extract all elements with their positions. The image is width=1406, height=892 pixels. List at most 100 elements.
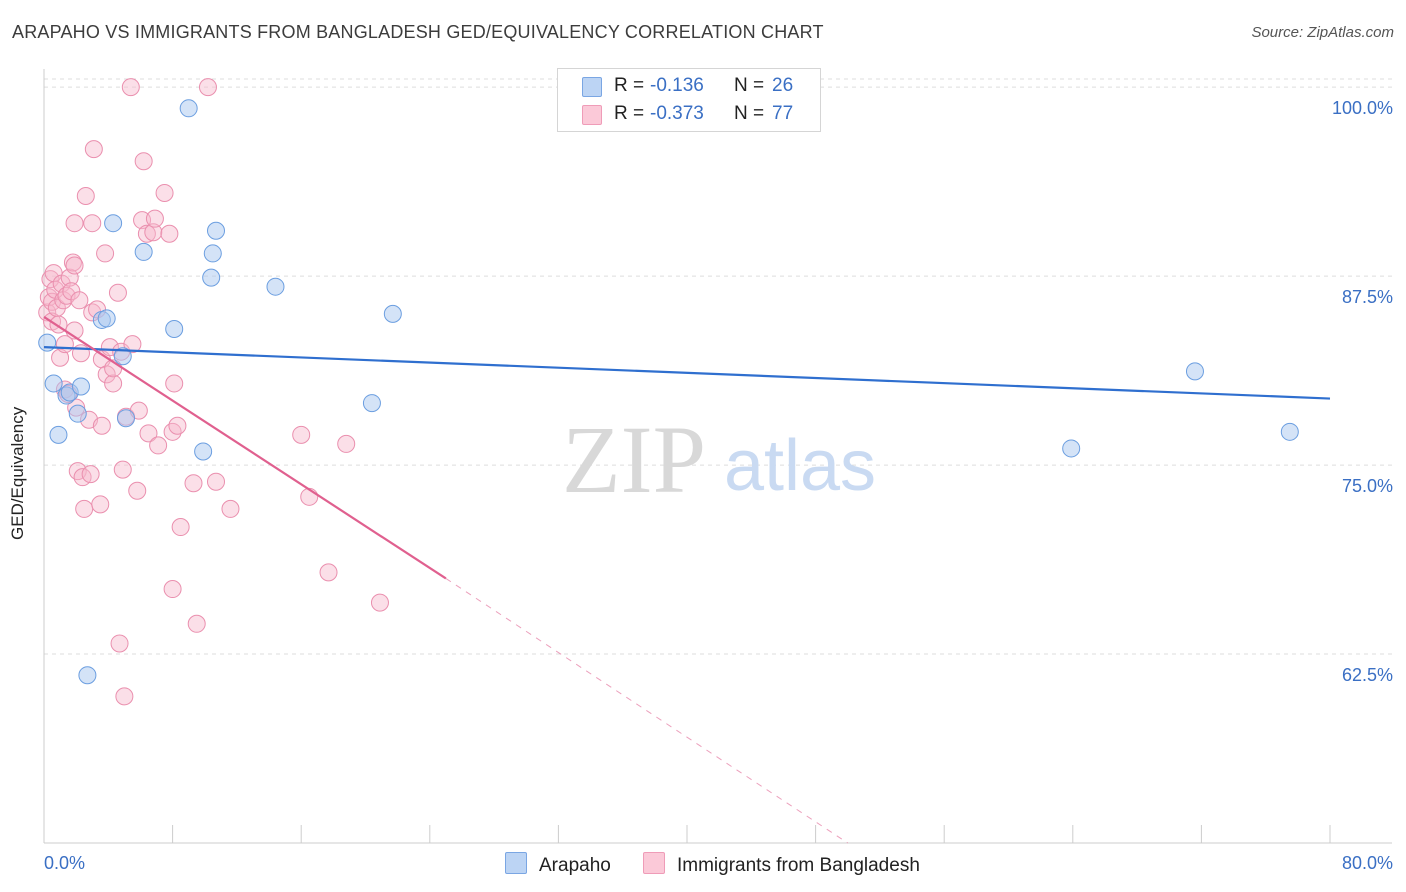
data-point-bangladesh [60,268,79,287]
data-point-bangladesh [81,465,100,484]
data-point-bangladesh [163,580,182,599]
data-point-bangladesh [63,253,82,272]
y-tick-label: 100.0% [1332,98,1393,118]
data-point-bangladesh [96,244,115,263]
data-point-bangladesh [128,481,147,500]
data-point-arapaho [194,442,213,461]
legend-n-label: N = [734,103,765,124]
data-point-bangladesh [92,416,111,435]
data-point-bangladesh [65,256,84,275]
data-point-bangladesh [319,563,338,582]
legend-r-label: R = [614,103,645,124]
watermark-atlas: atlas [724,426,876,506]
y-tick-label: 87.5% [1342,287,1393,307]
data-point-arapaho [71,377,90,396]
chart-title: ARAPAHO VS IMMIGRANTS FROM BANGLADESH GE… [12,22,824,42]
legend-swatch-bangladesh [582,105,602,125]
series-bangladesh-points [38,78,389,706]
data-point-bangladesh [137,224,156,243]
data-point-bangladesh [184,474,203,493]
data-point-bangladesh [165,374,184,393]
data-point-arapaho [78,666,97,685]
bottom-legend-label-bangladesh: Immigrants from Bangladesh [677,855,920,876]
data-point-arapaho [207,221,226,240]
source-label: Source: ZipAtlas.com [1251,24,1394,41]
data-point-arapaho [203,244,222,263]
data-point-bangladesh [123,335,142,354]
data-point-arapaho [68,404,87,423]
data-point-bangladesh [91,495,110,514]
y-tick-label: 75.0% [1342,476,1393,496]
data-point-arapaho [134,242,153,261]
data-point-arapaho [1185,362,1204,381]
legend-n-value-arapaho: 26 [772,75,794,96]
bottom-legend-label-arapaho: Arapaho [539,855,611,876]
data-point-bangladesh [70,291,89,310]
legend-n-label: N = [734,75,765,96]
data-point-bangladesh [121,78,140,97]
legend-r-value-arapaho: -0.136 [650,75,704,96]
data-point-bangladesh [163,422,182,441]
data-point-bangladesh [115,687,134,706]
tick-labels: 62.5% 75.0% 87.5% 100.0% 0.0% 80.0% [44,98,1393,873]
axes [43,69,1392,844]
data-point-arapaho [104,214,123,233]
bottom-legend-arapaho: Arapaho [505,852,611,877]
data-point-bangladesh [104,374,123,393]
legend-r-label: R = [614,75,645,96]
data-point-arapaho [49,425,68,444]
bottom-legend-swatch-arapaho [505,852,527,874]
data-point-bangladesh [76,186,95,205]
x-tick-label-max: 80.0% [1342,853,1393,873]
data-point-arapaho [202,268,221,287]
trend-line-bangladesh-extension [445,578,849,844]
data-point-bangladesh [113,460,132,479]
data-point-arapaho [1062,439,1081,458]
bottom-legend-swatch-bangladesh [643,852,665,874]
data-point-bangladesh [133,211,152,230]
data-point-bangladesh [171,518,190,537]
data-point-bangladesh [370,593,389,612]
data-point-arapaho [116,409,135,428]
data-point-bangladesh [71,344,90,363]
data-point-arapaho [1280,422,1299,441]
data-point-bangladesh [51,348,70,367]
data-point-bangladesh [198,78,217,97]
trend-lines [43,315,1331,844]
legend-n-value-bangladesh: 77 [772,103,794,124]
data-point-bangladesh [187,614,206,633]
bottom-legend-bangladesh: Immigrants from Bangladesh [643,852,920,877]
data-point-bangladesh [75,499,94,518]
data-point-bangladesh [108,283,127,302]
series-arapaho-points [38,99,1299,685]
watermark-zip: ZIP [562,406,706,513]
data-point-bangladesh [337,434,356,453]
x-tick-label-min: 0.0% [44,853,85,873]
data-point-arapaho [266,277,285,296]
legend-r-value-bangladesh: -0.373 [650,103,704,124]
data-point-arapaho [383,304,402,323]
y-tick-label: 62.5% [1342,665,1393,685]
data-point-bangladesh [134,152,153,171]
data-point-bangladesh [145,209,164,228]
data-point-bangladesh [144,223,163,242]
data-point-bangladesh [207,472,226,491]
data-point-bangladesh [100,338,119,357]
trend-line-arapaho [43,346,1331,400]
data-point-arapaho [44,374,63,393]
data-point-bangladesh [300,487,319,506]
data-point-arapaho [97,309,116,328]
data-point-bangladesh [149,436,168,455]
data-point-bangladesh [168,416,187,435]
data-point-arapaho [113,347,132,366]
data-point-bangladesh [139,424,158,443]
data-point-bangladesh [38,303,57,322]
data-point-bangladesh [110,634,129,653]
data-point-bangladesh [292,425,311,444]
trend-line-bangladesh [43,315,447,580]
data-point-bangladesh [221,499,240,518]
data-point-arapaho [362,394,381,413]
data-point-arapaho [165,320,184,339]
data-point-bangladesh [155,183,174,202]
